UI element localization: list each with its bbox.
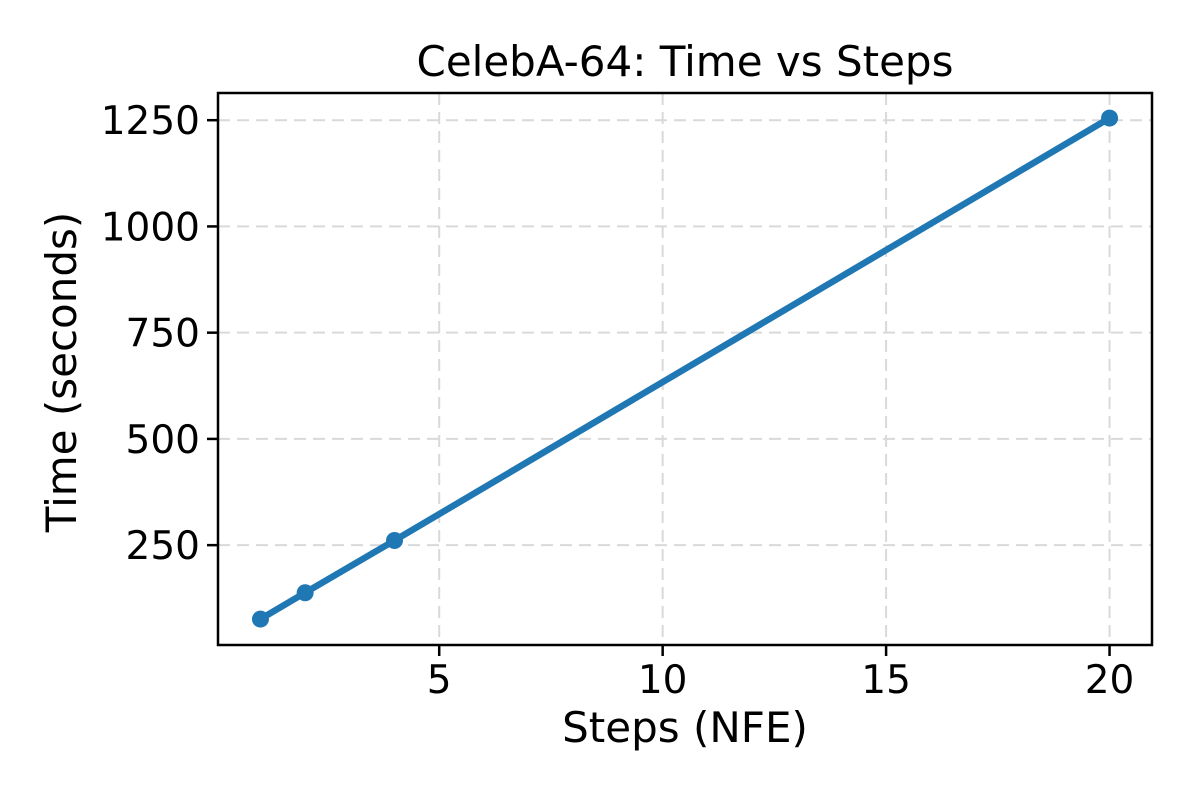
series-layer [251,109,1119,628]
y-axis-label: Time (seconds) [37,212,86,534]
data-point-marker [296,584,314,602]
grid-layer [218,93,1152,645]
x-tick-label: 5 [427,658,452,703]
data-point-marker [251,610,269,628]
x-tick-label: 10 [638,658,688,703]
chart-title: CelebA-64: Time vs Steps [417,37,954,86]
x-tick-label: 20 [1085,658,1135,703]
data-point-marker [386,531,404,549]
plot-border [216,91,1154,647]
data-point-marker [1101,109,1119,127]
tick-layer: 5 10 15 20 250 500 750 1000 1250 [101,99,1135,703]
y-tick-label: 250 [126,524,200,569]
y-tick-label: 1000 [101,205,200,250]
x-axis-label: Steps (NFE) [562,703,808,752]
y-tick-label: 1250 [101,99,200,144]
y-tick-label: 500 [126,418,200,463]
series-line [257,114,1113,623]
y-tick-label: 750 [126,312,200,357]
x-tick-label: 15 [861,658,911,703]
